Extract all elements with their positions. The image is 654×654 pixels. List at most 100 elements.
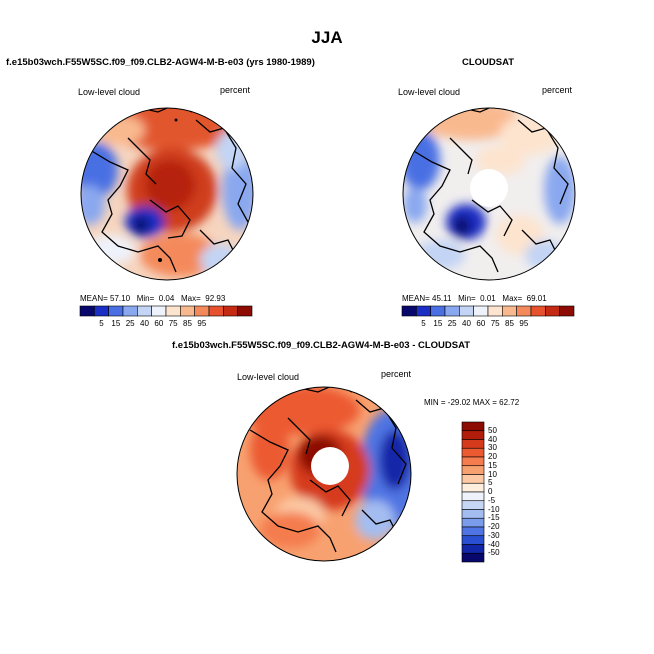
model-colorbar-swatch <box>165 305 181 317</box>
cloudsat-polar-map <box>403 108 575 280</box>
model-colorbar-tick-label: 60 <box>154 319 164 328</box>
cloudsat-min-label: Min= <box>458 294 476 303</box>
difference-colorbar-swatch <box>461 500 485 510</box>
difference-colorbar-tick-label: -30 <box>488 530 500 540</box>
cloudsat-colorbar-tick-label: 95 <box>519 319 529 328</box>
model-colorbar-swatch <box>180 305 195 317</box>
difference-colorbar-swatch <box>461 474 485 484</box>
difference-colorbar-tick-label: 0 <box>488 487 493 496</box>
difference-colorbar-tick-label: 30 <box>488 443 497 453</box>
cloudsat-colorbar-swatch <box>559 305 575 317</box>
model-colorbar-swatch <box>151 305 167 317</box>
difference-colorbar-tick-label: -10 <box>488 504 500 514</box>
difference-colorbar-swatch <box>461 526 485 537</box>
difference-colorbar-swatch <box>461 482 485 493</box>
cloudsat-max-label: Max= <box>502 294 523 303</box>
difference-colorbar-tick-label: 15 <box>488 460 497 470</box>
cloudsat-mean-value: 45.11 <box>432 294 452 303</box>
model-polar-map <box>81 108 253 280</box>
cloudsat-colorbar-swatch <box>516 305 532 317</box>
model-mean-label: MEAN= <box>80 294 108 303</box>
model-colorbar-swatch <box>108 305 124 317</box>
model-colorbar-tick-label: 85 <box>183 319 192 328</box>
cloudsat-colorbar-swatch <box>530 305 546 317</box>
cloudsat-units-label: percent <box>542 85 573 95</box>
difference-colorbar-swatch <box>461 465 485 475</box>
model-variable-label: Low-level cloud <box>78 87 141 97</box>
cloudsat-colorbar-swatch <box>487 305 503 317</box>
model-max-value: 92.93 <box>205 294 226 303</box>
model-colorbar-tick-label: 75 <box>168 319 178 328</box>
cloudsat-min-value: 0.01 <box>480 294 496 303</box>
model-min-label: Min= <box>136 294 155 303</box>
cloudsat-colorbar-swatch <box>459 305 474 317</box>
difference-colorbar-swatch <box>461 544 485 554</box>
cloudsat-panel-title: CLOUDSAT <box>462 57 515 68</box>
model-mean-value: 57.10 <box>110 294 131 303</box>
model-colorbar-swatch <box>79 305 95 317</box>
model-colorbar-tick-label: 15 <box>111 319 121 328</box>
difference-colorbar-swatch <box>461 456 485 467</box>
model-colorbar <box>79 305 253 317</box>
difference-colorbar-tick-label: -50 <box>488 548 500 558</box>
difference-colorbar-tick-label: 50 <box>488 425 497 435</box>
cloudsat-variable-label: Low-level cloud <box>398 87 461 97</box>
cloudsat-colorbar-tick-label: 75 <box>490 319 500 328</box>
cloudsat-colorbar-tick-label: 15 <box>433 319 443 328</box>
difference-colorbar-tick-label: -40 <box>488 539 500 549</box>
difference-colorbar-swatch <box>461 439 485 449</box>
difference-colorbar-tick-label: -15 <box>488 513 500 523</box>
model-colorbar-swatch <box>223 305 238 317</box>
cloudsat-colorbar-swatch <box>401 305 417 317</box>
difference-units-label: percent <box>381 369 412 379</box>
difference-colorbar-tick-label: -5 <box>488 495 496 505</box>
cloudsat-max-value: 69.01 <box>526 294 547 303</box>
model-colorbar-swatch <box>208 305 224 317</box>
cloudsat-stats: MEAN= 45.11 Min= 0.01 Max= 69.01 <box>402 294 547 303</box>
model-colorbar-tick-label: 5 <box>99 319 104 328</box>
model-max-label: Max= <box>181 294 201 303</box>
difference-variable-label: Low-level cloud <box>237 372 300 382</box>
difference-minmax: MIN = -29.02 MAX = 62.72 <box>424 398 520 407</box>
cloudsat-colorbar-tick-label: 60 <box>476 319 486 328</box>
cloudsat-mean-label: MEAN= <box>402 294 430 303</box>
cloudsat-colorbar-swatch <box>545 305 560 317</box>
difference-colorbar-swatch <box>461 509 485 519</box>
difference-polar-map <box>237 387 411 561</box>
difference-colorbar-swatch <box>461 421 485 432</box>
cloudsat-colorbar-swatch <box>430 305 446 317</box>
model-stats: MEAN= 57.10 Min= 0.04 Max= 92.93 <box>80 294 225 303</box>
season-title: JJA <box>311 28 343 47</box>
model-panel-title: f.e15b03wch.F55W5SC.f09_f09.CLB2-AGW4-M-… <box>6 57 315 68</box>
difference-colorbar-tick-label: 20 <box>488 452 497 461</box>
cloudsat-colorbar <box>401 305 575 317</box>
difference-colorbar-swatch <box>461 517 485 528</box>
difference-panel-title: f.e15b03wch.F55W5SC.f09_f09.CLB2-AGW4-M-… <box>172 340 471 351</box>
difference-colorbar-swatch <box>461 491 485 502</box>
cloudsat-colorbar-tick-label: 40 <box>462 319 471 328</box>
difference-colorbar <box>461 421 485 563</box>
difference-colorbar-swatch <box>461 447 485 458</box>
cloudsat-colorbar-swatch <box>444 305 460 317</box>
model-colorbar-tick-label: 25 <box>125 319 135 328</box>
model-colorbar-swatch <box>137 305 152 317</box>
model-colorbar-swatch <box>122 305 138 317</box>
difference-colorbar-swatch <box>461 535 485 545</box>
difference-colorbar-tick-label: 5 <box>488 478 493 488</box>
cloudsat-colorbar-tick-label: 5 <box>421 319 426 328</box>
difference-colorbar-swatch <box>461 430 485 440</box>
difference-colorbar-tick-label: 10 <box>488 469 497 479</box>
model-min-value: 0.04 <box>158 294 175 303</box>
model-colorbar-tick-label: 40 <box>140 319 149 328</box>
difference-colorbar-swatch <box>461 552 485 563</box>
model-units-label: percent <box>220 85 251 95</box>
difference-colorbar-tick-label: 40 <box>488 434 497 444</box>
difference-colorbar-tick-label: -20 <box>488 522 500 531</box>
model-colorbar-swatch <box>94 305 109 317</box>
cloudsat-colorbar-tick-label: 25 <box>447 319 457 328</box>
cloudsat-colorbar-swatch <box>416 305 431 317</box>
model-colorbar-swatch <box>194 305 210 317</box>
cloudsat-colorbar-swatch <box>473 305 489 317</box>
cloudsat-colorbar-swatch <box>502 305 517 317</box>
model-colorbar-swatch <box>237 305 253 317</box>
